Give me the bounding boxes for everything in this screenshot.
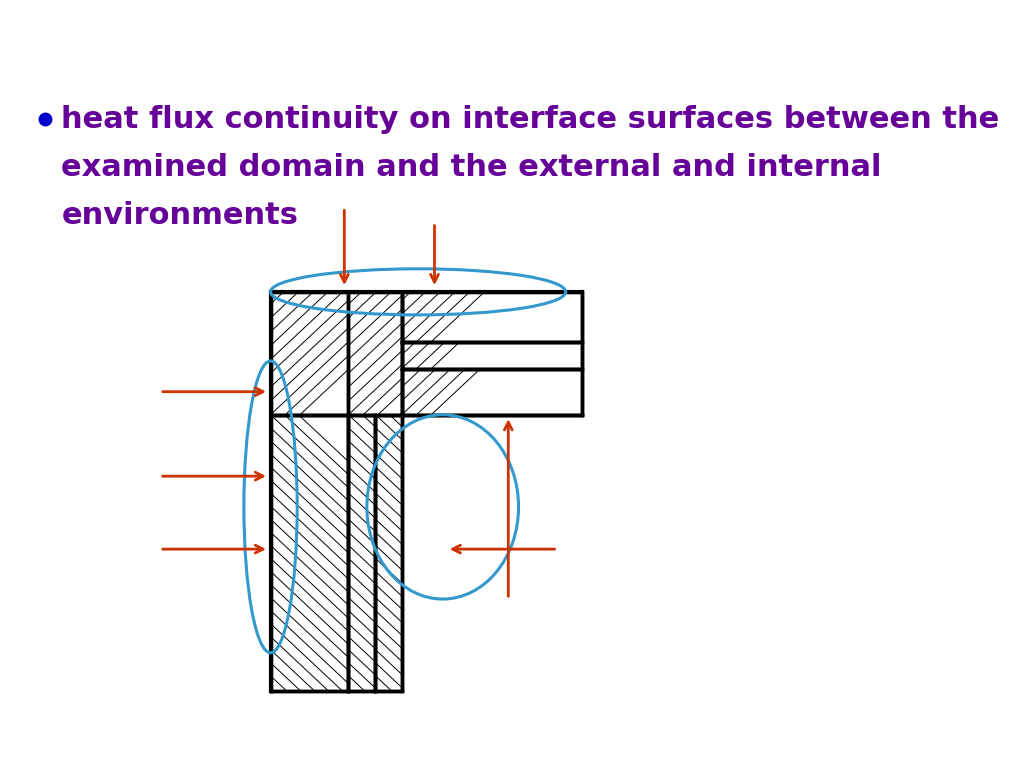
Text: environments: environments <box>61 201 298 230</box>
Text: examined domain and the external and internal: examined domain and the external and int… <box>61 153 882 182</box>
Text: heat flux continuity on interface surfaces between the: heat flux continuity on interface surfac… <box>61 104 999 134</box>
